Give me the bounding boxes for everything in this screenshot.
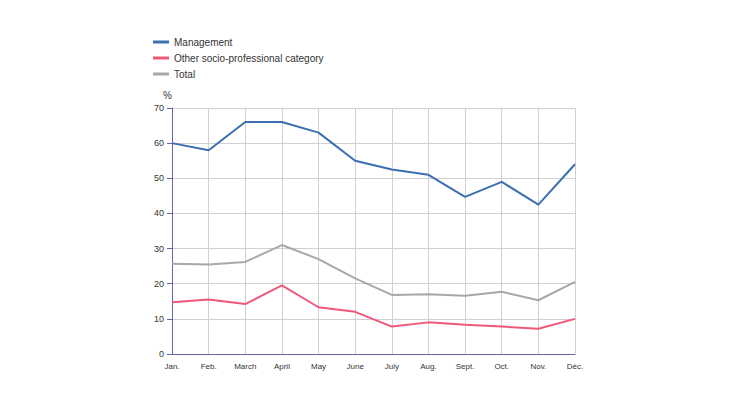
- svg-text:10: 10: [154, 314, 164, 324]
- svg-text:Management: Management: [174, 37, 233, 48]
- svg-text:Aug.: Aug.: [420, 362, 436, 371]
- svg-text:Other socio-professional categ: Other socio-professional category: [174, 53, 324, 64]
- svg-text:Total: Total: [174, 69, 195, 80]
- svg-text:March: March: [234, 362, 256, 371]
- svg-text:May: May: [311, 362, 326, 371]
- svg-text:%: %: [163, 90, 172, 101]
- svg-text:70: 70: [154, 103, 164, 113]
- svg-text:June: June: [347, 362, 365, 371]
- svg-text:Nov.: Nov.: [530, 362, 546, 371]
- svg-text:40: 40: [154, 208, 164, 218]
- svg-text:0: 0: [159, 349, 164, 359]
- svg-text:50: 50: [154, 173, 164, 183]
- svg-text:20: 20: [154, 279, 164, 289]
- svg-text:July: July: [385, 362, 399, 371]
- svg-text:30: 30: [154, 244, 164, 254]
- svg-text:Oct.: Oct.: [494, 362, 509, 371]
- svg-text:Jan.: Jan.: [164, 362, 179, 371]
- svg-text:Feb.: Feb.: [201, 362, 217, 371]
- svg-text:Sept.: Sept.: [456, 362, 475, 371]
- svg-text:April: April: [274, 362, 290, 371]
- svg-text:Déc.: Déc.: [567, 362, 583, 371]
- svg-text:60: 60: [154, 138, 164, 148]
